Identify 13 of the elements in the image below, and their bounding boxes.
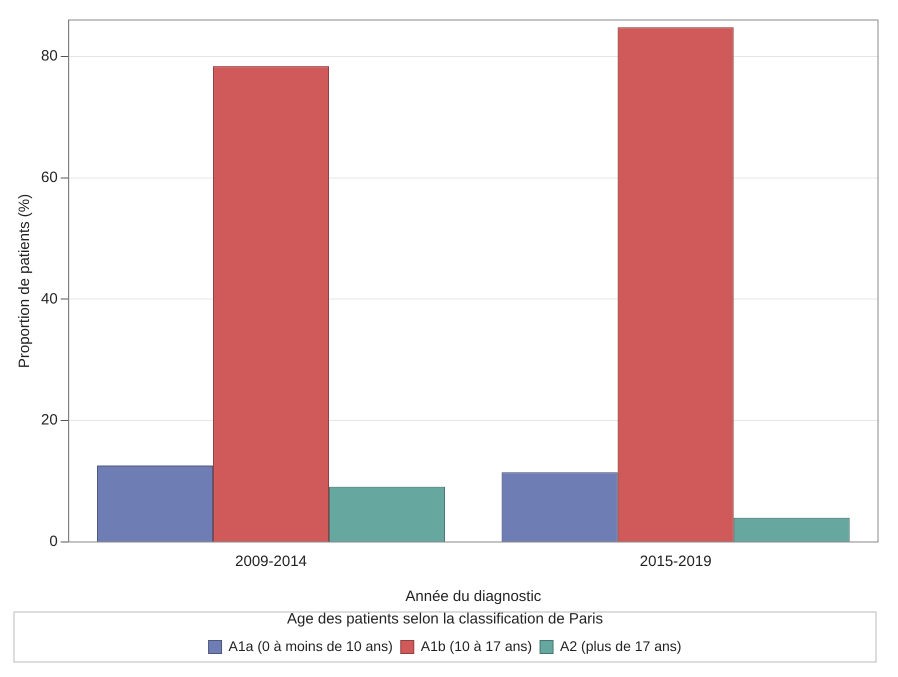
legend-label: A2 (plus de 17 ans) <box>560 638 682 654</box>
y-tick-label: 20 <box>40 412 58 429</box>
y-tick-label: 80 <box>40 48 58 65</box>
legend-label: A1a (0 à moins de 10 ans) <box>228 638 393 654</box>
legend-label: A1b (10 à 17 ans) <box>420 638 532 654</box>
y-tick-label: 60 <box>40 168 58 186</box>
x-tick-label: 2015-2019 <box>640 553 712 570</box>
y-axis-title: Proportion de patients (%) <box>16 194 34 368</box>
x-axis-title: Année du diagnostic <box>405 588 542 606</box>
legend-title: Age des patients selon la classification de Paris <box>286 610 604 628</box>
y-tick-label: 40 <box>40 290 58 308</box>
x-tick-label: 2009-2014 <box>235 553 307 570</box>
y-tick-label: 0 <box>49 533 58 550</box>
